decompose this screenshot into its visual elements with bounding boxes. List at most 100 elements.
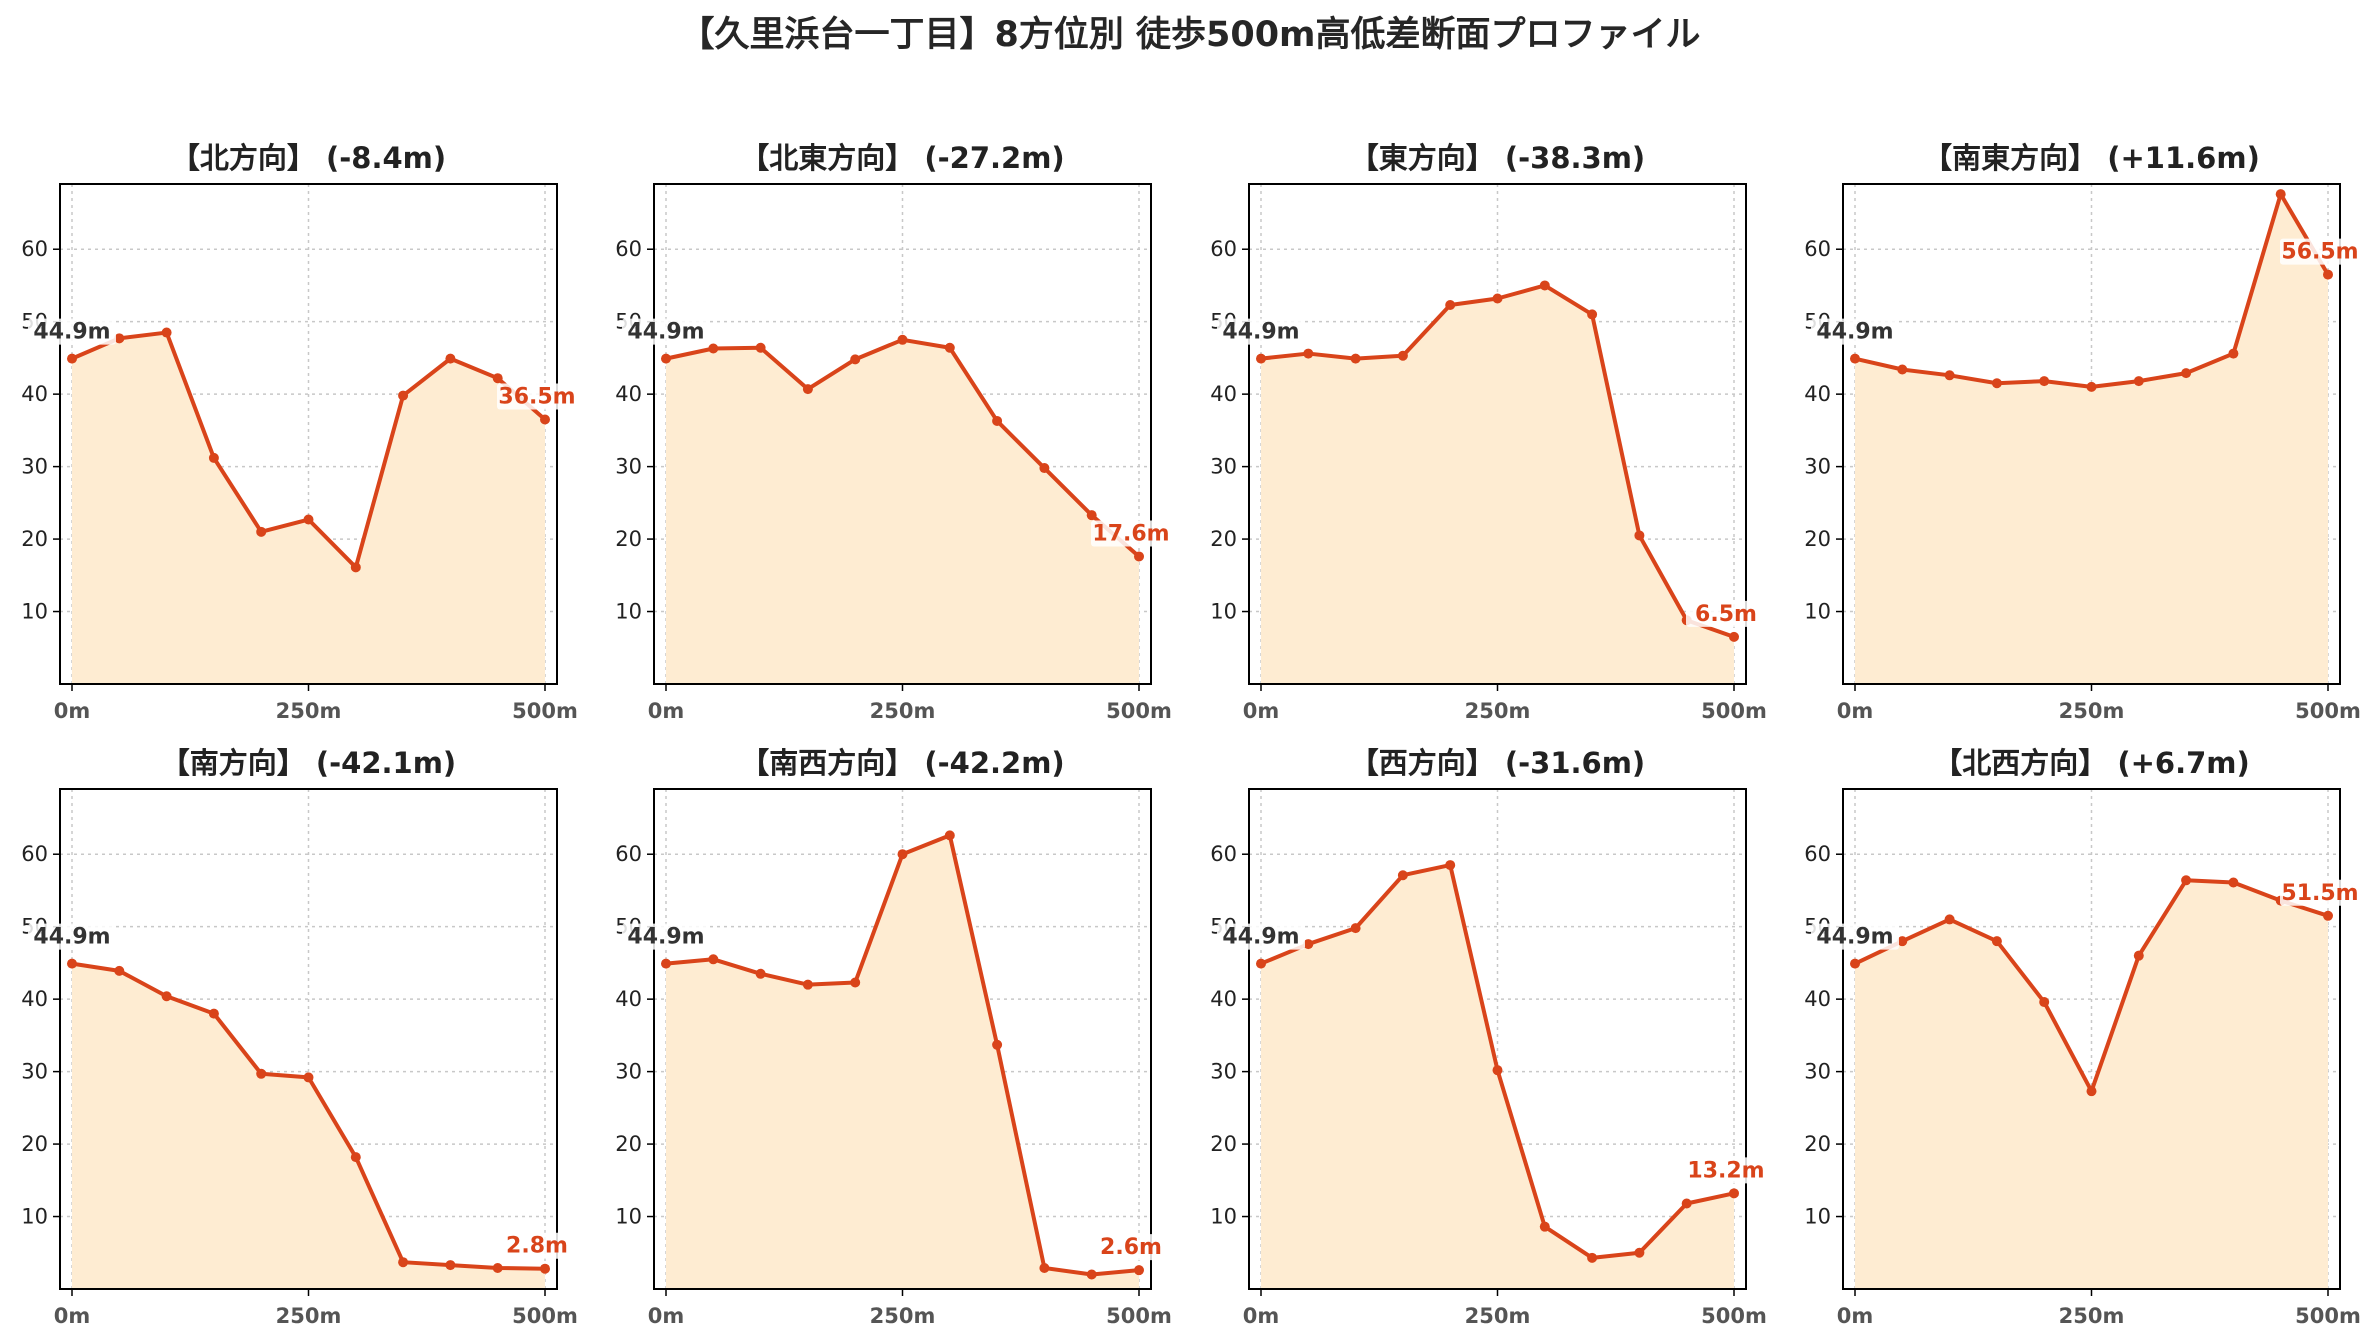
y-tick-label: 60: [21, 842, 48, 866]
x-tick-label: 500m: [2295, 699, 2361, 723]
y-tick-label: 30: [1804, 1060, 1831, 1084]
panel-7: 【西方向】 (-31.6m)1020304050600m250m500m44.9…: [1210, 746, 1767, 1328]
start-label-bg: [622, 318, 710, 345]
data-point: [2039, 376, 2050, 387]
data-point: [1729, 631, 1739, 642]
end-label: 13.2m: [1687, 1158, 1764, 1183]
panel-title: 【東方向】 (-38.3m): [1350, 141, 1645, 175]
y-tick-label: 20: [21, 1132, 48, 1156]
data-point: [897, 334, 908, 345]
y-tick-label: 30: [615, 1060, 642, 1084]
y-tick-label: 20: [615, 527, 642, 551]
data-point: [708, 954, 719, 965]
data-point: [2323, 269, 2333, 280]
end-label-bg: [497, 383, 577, 410]
data-point: [350, 1152, 361, 1163]
end-label-bg: [1686, 1157, 1766, 1184]
start-label: 44.9m: [1816, 925, 1893, 950]
x-tick-label: 250m: [276, 1304, 342, 1328]
data-point: [1539, 280, 1550, 291]
data-point: [1086, 510, 1097, 521]
start-label: 44.9m: [627, 320, 704, 345]
plot-frame: [1248, 183, 1747, 685]
panel-title: 【北方向】 (-8.4m): [171, 141, 446, 175]
y-tick-label: 30: [1804, 455, 1831, 479]
data-point: [1134, 551, 1144, 562]
panel-title: 【南東方向】 (+11.6m): [1923, 141, 2260, 175]
x-tick-label: 250m: [1465, 1304, 1531, 1328]
end-label-bg: [497, 1232, 577, 1259]
area-fill: [1855, 194, 2328, 684]
data-point: [2039, 997, 2050, 1008]
y-tick-label: 10: [21, 1205, 48, 1229]
plot-frame: [1842, 183, 2341, 685]
x-tick-label: 0m: [1243, 1304, 1280, 1328]
data-point: [1850, 958, 1860, 969]
end-label-bg: [2280, 238, 2360, 265]
y-tick-label: 60: [615, 842, 642, 866]
x-tick-label: 250m: [276, 699, 342, 723]
start-label: 44.9m: [627, 925, 704, 950]
y-tick-label: 60: [1210, 237, 1237, 261]
data-point: [1492, 1065, 1503, 1076]
y-tick-label: 40: [1210, 987, 1237, 1011]
y-tick-label: 10: [21, 600, 48, 624]
x-tick-label: 500m: [1701, 1304, 1767, 1328]
data-point: [2228, 877, 2239, 888]
x-tick-label: 500m: [1701, 699, 1767, 723]
data-point: [256, 1068, 267, 1079]
x-tick-label: 0m: [648, 699, 685, 723]
data-point: [1397, 870, 1408, 881]
start-label-bg: [28, 923, 116, 950]
area-fill: [1261, 285, 1734, 684]
start-label-bg: [1217, 318, 1305, 345]
end-label: 2.8m: [506, 1234, 568, 1259]
plot-frame: [1248, 788, 1747, 1290]
data-point: [161, 327, 172, 338]
start-label: 44.9m: [33, 320, 110, 345]
y-tick-label: 10: [1210, 1205, 1237, 1229]
x-tick-label: 250m: [2059, 1304, 2125, 1328]
data-point: [1134, 1265, 1144, 1276]
y-tick-label: 40: [1210, 382, 1237, 406]
y-tick-label: 10: [1804, 1205, 1831, 1229]
data-point: [755, 968, 766, 979]
y-tick-label: 40: [21, 987, 48, 1011]
data-point: [944, 342, 955, 353]
x-tick-label: 250m: [870, 1304, 936, 1328]
panel-6: 【南西方向】 (-42.2m)1020304050600m250m500m44.…: [615, 746, 1172, 1328]
data-point: [1445, 860, 1456, 871]
data-point: [1445, 300, 1456, 311]
plot-frame: [653, 183, 1152, 685]
data-point: [1587, 309, 1598, 320]
start-label-bg: [1811, 923, 1899, 950]
data-point: [208, 1008, 219, 1019]
data-point: [1681, 1198, 1692, 1209]
data-point: [1039, 463, 1050, 474]
y-tick-label: 30: [1210, 455, 1237, 479]
data-point: [445, 353, 456, 364]
data-point: [1492, 293, 1503, 304]
data-point: [1729, 1188, 1739, 1199]
data-point: [2323, 910, 2333, 921]
start-label: 44.9m: [1222, 320, 1299, 345]
start-label-bg: [1217, 923, 1305, 950]
x-tick-label: 0m: [54, 1304, 91, 1328]
data-point: [1991, 936, 2002, 947]
data-point: [755, 342, 766, 353]
data-point: [208, 452, 219, 463]
x-tick-label: 250m: [870, 699, 936, 723]
data-point: [492, 373, 503, 384]
y-tick-label: 60: [1804, 842, 1831, 866]
y-tick-label: 30: [21, 1060, 48, 1084]
end-label: 36.5m: [498, 385, 575, 410]
data-point: [1539, 1221, 1550, 1232]
end-label-bg: [1091, 1234, 1171, 1261]
data-point: [114, 333, 125, 344]
y-tick-label: 20: [615, 1132, 642, 1156]
panel-title: 【西方向】 (-31.6m): [1350, 746, 1645, 780]
x-tick-label: 500m: [512, 1304, 578, 1328]
end-label: 6.5m: [1695, 602, 1757, 627]
data-point: [114, 965, 125, 976]
